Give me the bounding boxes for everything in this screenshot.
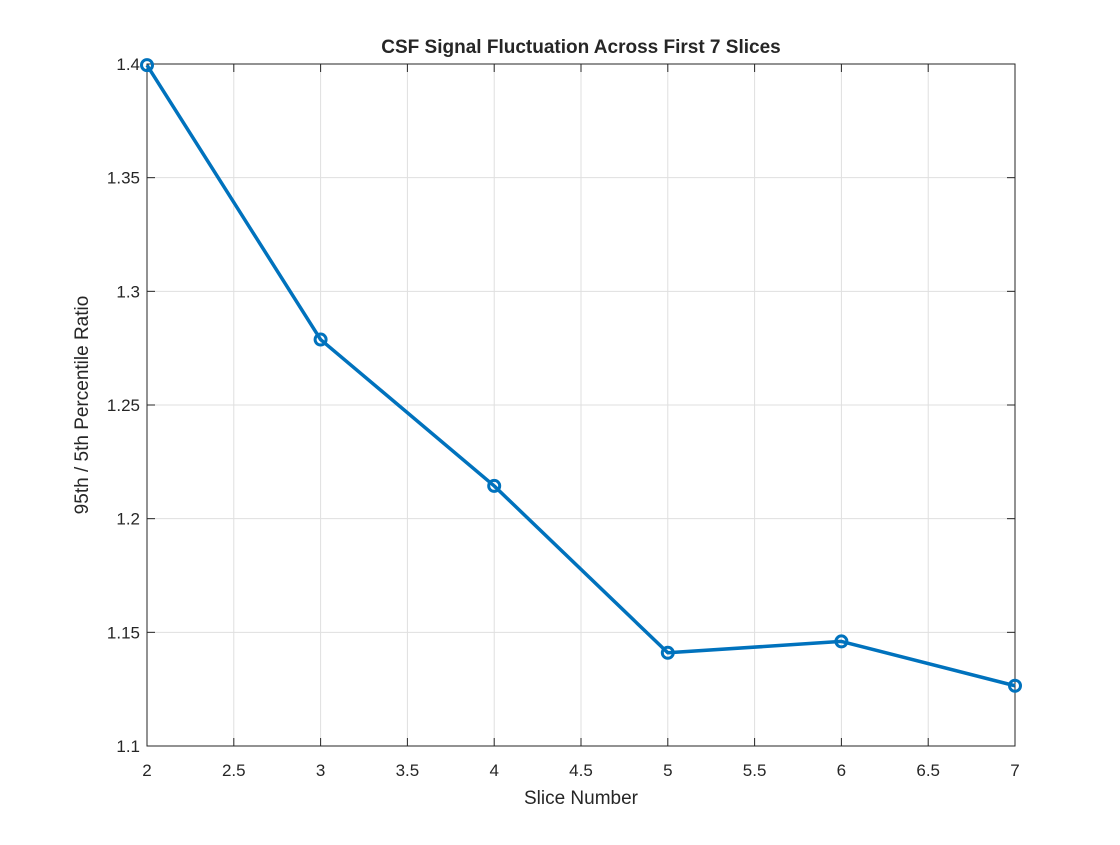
y-tick-labels: 1.1 1.15 1.2 1.25 1.3 1.35 1.4 (107, 55, 140, 756)
x-tick-label: 6.5 (916, 761, 940, 780)
chart-title: CSF Signal Fluctuation Across First 7 Sl… (381, 37, 780, 58)
x-tick-label: 6 (837, 761, 846, 780)
x-axis-label: Slice Number (524, 788, 639, 809)
x-tick-label: 3 (316, 761, 325, 780)
y-tick-label: 1.4 (116, 55, 140, 74)
series-group (140, 58, 1022, 693)
x-tick-label: 2 (142, 761, 151, 780)
x-tick-label: 5.5 (743, 761, 767, 780)
x-tick-label: 2.5 (222, 761, 246, 780)
data-point-marker (313, 332, 328, 347)
data-point-marker (834, 634, 849, 649)
x-tick-labels: 2 2.5 3 3.5 4 4.5 5 5.5 6 6.5 7 (142, 761, 1019, 780)
y-tick-label: 1.35 (107, 169, 140, 188)
x-tick-label: 4 (489, 761, 498, 780)
x-tick-label: 3.5 (396, 761, 420, 780)
data-point-marker (660, 645, 675, 660)
ticks (146, 63, 1016, 747)
y-tick-label: 1.1 (116, 737, 140, 756)
y-tick-label: 1.3 (116, 282, 140, 301)
series-line (145, 64, 1016, 688)
x-tick-label: 4.5 (569, 761, 593, 780)
y-tick-label: 1.15 (107, 623, 140, 642)
data-point-marker (487, 478, 502, 493)
y-axis-label: 95th / 5th Percentile Ratio (72, 296, 93, 515)
data-point-marker (140, 58, 154, 73)
y-tick-label: 1.25 (107, 396, 140, 415)
x-tick-label: 7 (1010, 761, 1019, 780)
data-point-marker (1008, 678, 1022, 693)
y-tick-label: 1.2 (116, 510, 140, 529)
x-tick-label: 5 (663, 761, 672, 780)
